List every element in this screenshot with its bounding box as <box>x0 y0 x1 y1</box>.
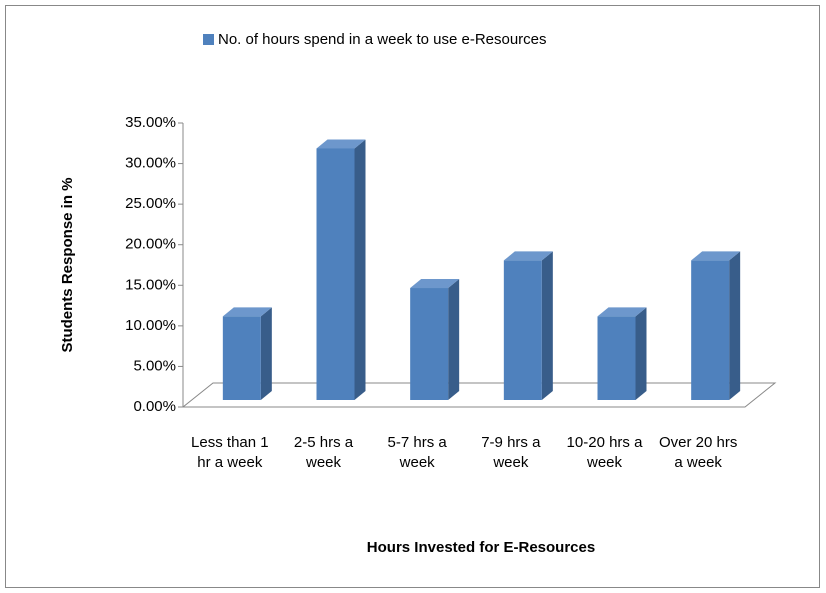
x-tick-label: Over 20 hrs a week <box>658 434 738 471</box>
bar-side <box>729 251 741 400</box>
y-axis-title: Students Response in % <box>59 177 76 352</box>
bar <box>316 148 355 400</box>
bar <box>691 260 730 400</box>
bar-top <box>316 139 366 149</box>
x-tick-label: 5-7 hrs a week <box>387 434 447 471</box>
bar-side <box>541 251 553 400</box>
bar-side <box>448 279 460 400</box>
legend-swatch <box>203 34 214 45</box>
x-tick-label: 2-5 hrs a week <box>293 434 354 471</box>
floor <box>181 382 777 408</box>
y-tick-label: 35.00% <box>125 114 176 131</box>
x-tick-label: 10-20 hrs a week <box>566 434 643 471</box>
bar <box>410 288 449 400</box>
y-tick-label: 25.00% <box>125 195 176 212</box>
bar <box>222 316 261 400</box>
bar-side <box>635 307 647 400</box>
bar <box>597 316 636 400</box>
y-tick-label: 15.00% <box>125 276 176 293</box>
y-tick-label: 30.00% <box>125 155 176 172</box>
x-tick-label: 7-9 hrs a week <box>481 434 541 471</box>
bar-top <box>597 307 647 317</box>
legend-label: No. of hours spend in a week to use e-Re… <box>218 31 547 48</box>
bar-top <box>503 251 553 261</box>
bar <box>503 260 542 400</box>
y-tick-label: 20.00% <box>125 236 176 253</box>
y-tick-label: 0.00% <box>133 398 176 415</box>
x-tick-label: Less than 1 hr a week <box>191 434 269 471</box>
x-axis-title: Hours Invested for E-Resources <box>367 539 595 556</box>
bar-top <box>222 307 272 317</box>
y-tick-label: 10.00% <box>125 317 176 334</box>
y-tick-label: 5.00% <box>133 357 176 374</box>
bar-top <box>410 279 460 289</box>
bar-side <box>354 139 366 400</box>
bar-top <box>691 251 741 261</box>
bar-side <box>260 307 272 400</box>
